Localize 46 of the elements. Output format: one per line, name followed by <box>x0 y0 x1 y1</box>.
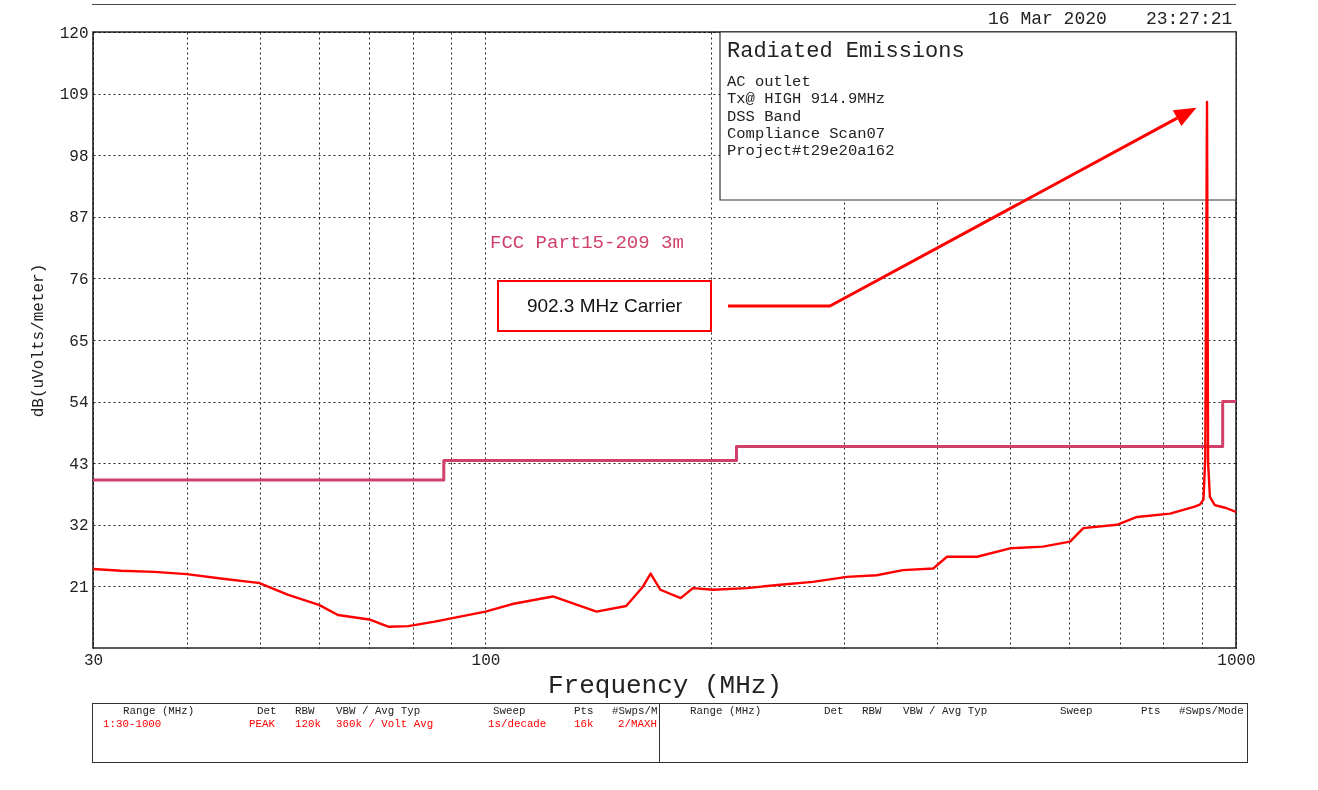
text: #Swps/M <box>612 704 658 717</box>
text: VBW / Avg Typ <box>336 704 421 717</box>
y-axis-title: dB(uVolts/meter) <box>29 263 48 418</box>
y-tick-label: 43 <box>69 455 89 474</box>
annotation: 902.3 MHz Carrier <box>525 295 684 316</box>
text: Pts <box>1141 704 1161 717</box>
text: Range (MHz) <box>123 704 195 717</box>
text: 2/MAXH <box>618 717 657 730</box>
y-tick-label: 98 <box>69 147 89 166</box>
annotation: Project#t29e20a162 <box>727 142 895 160</box>
text: RBW <box>862 704 882 717</box>
y-tick-label: 109 <box>59 86 89 105</box>
text: #Swps/Mode <box>1179 704 1244 717</box>
chart-title: Radiated Emissions <box>727 39 965 64</box>
text: RBW <box>295 704 315 717</box>
text: 120k <box>295 717 321 730</box>
y-tick-label: 87 <box>69 209 89 228</box>
x-axis-title: Frequency (MHz) <box>547 670 783 701</box>
x-tick-label: 1000 <box>1217 651 1256 670</box>
text: FCC Part15-209 3m <box>490 232 684 254</box>
y-tick-label: 21 <box>69 578 89 597</box>
text: Range (MHz) <box>690 704 762 717</box>
x-tick-label: 100 <box>471 651 501 670</box>
text: 360k / Volt Avg <box>336 717 434 730</box>
text: 16 Mar 2020 <box>988 9 1107 29</box>
text: 1:30-1000 <box>103 717 162 730</box>
x-tick-label: 30 <box>83 651 104 670</box>
y-tick-label: 65 <box>69 332 89 351</box>
annotation: AC outlet <box>727 73 811 91</box>
y-tick-label: 54 <box>69 394 89 413</box>
text: 23:27:21 <box>1146 9 1233 29</box>
text: 1s/decade <box>488 717 547 730</box>
y-tick-label: 120 <box>59 24 89 43</box>
y-tick-label: 76 <box>69 270 89 289</box>
text: Det <box>824 704 844 717</box>
text: VBW / Avg Typ <box>903 704 988 717</box>
annotation: Compliance Scan07 <box>727 124 886 143</box>
text: 16k <box>574 717 594 730</box>
text: Pts <box>574 704 594 717</box>
annotation: DSS Band <box>727 107 802 126</box>
annotation: Tx@ HIGH 914.9MHz <box>727 90 886 109</box>
text: Sweep <box>1060 704 1093 717</box>
text: Det <box>257 704 277 717</box>
text: Sweep <box>493 704 526 717</box>
text: PEAK <box>249 717 275 730</box>
y-tick-label: 32 <box>69 517 89 536</box>
